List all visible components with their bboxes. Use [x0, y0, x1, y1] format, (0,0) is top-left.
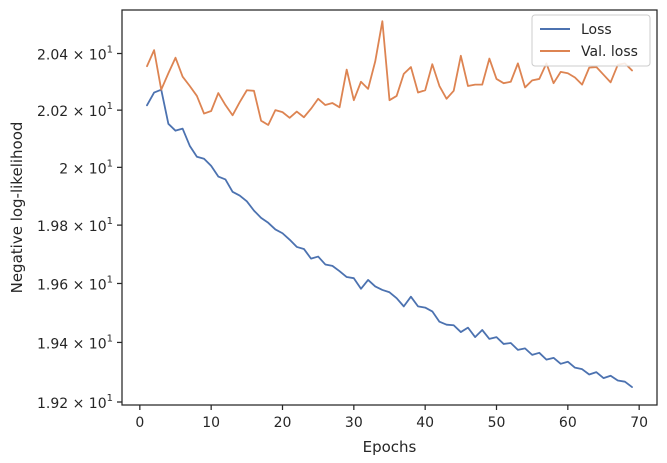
y-tick-label: 2.04 × 101 [37, 45, 113, 64]
legend-label-loss: Loss [581, 22, 612, 38]
x-tick-label: 10 [202, 415, 220, 431]
x-tick-label: 60 [559, 415, 577, 431]
x-tick-label: 50 [488, 415, 506, 431]
x-tick-label: 40 [416, 415, 434, 431]
y-tick-label: 2.02 × 101 [37, 101, 113, 120]
x-tick-label: 70 [630, 415, 648, 431]
x-tick-label: 20 [274, 415, 292, 431]
series-lines [146, 20, 633, 388]
y-tick-label: 1.98 × 101 [37, 216, 113, 235]
legend: Loss Val. loss [531, 14, 651, 67]
y-tick-label: 2 × 101 [59, 158, 113, 177]
y-tick-label: 1.92 × 101 [37, 393, 113, 412]
x-tick-label: 0 [135, 415, 144, 431]
legend-label-val-loss: Val. loss [581, 44, 638, 60]
axis-ticks: 0 10 20 30 40 50 60 70 1.92 × 101 1.94 × 101 1.96 … [37, 45, 648, 431]
series-line-val-loss [146, 20, 633, 126]
x-tick-label: 30 [345, 415, 363, 431]
legend-box [531, 14, 651, 67]
y-tick-label: 1.94 × 101 [37, 333, 113, 352]
y-tick-label: 1.96 × 101 [37, 274, 113, 293]
plot-area-frame [121, 9, 658, 406]
y-axis-label: Negative log-likelihood [8, 122, 26, 294]
series-line-loss [146, 88, 633, 388]
x-axis-label: Epochs [363, 438, 417, 456]
